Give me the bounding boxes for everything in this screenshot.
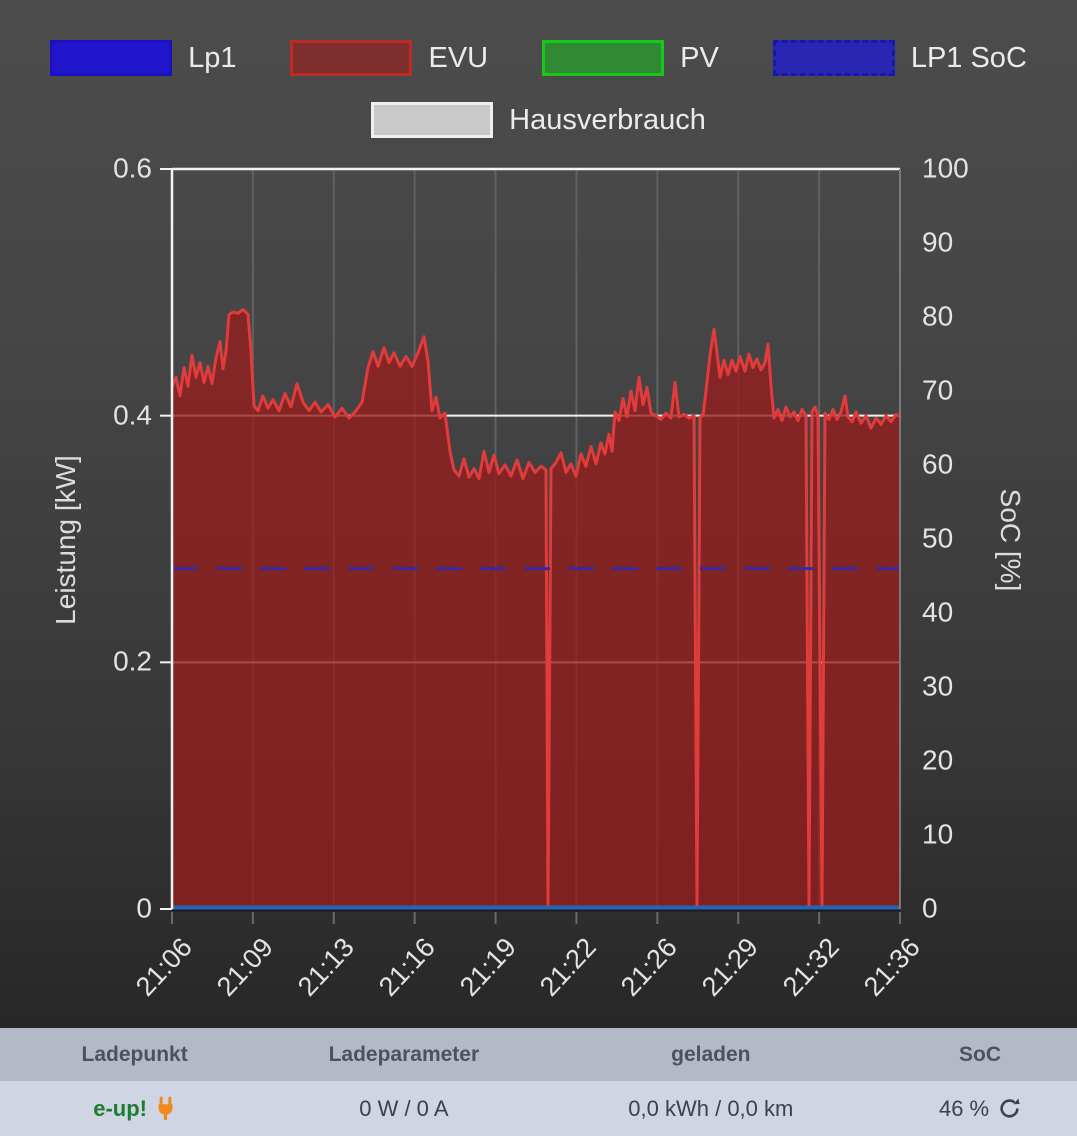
chart-panel: Lp1 EVU PV LP1 SoC Hausverbrauch Leistung […	[0, 0, 1077, 1028]
legend-item-lp1[interactable]: Lp1	[50, 40, 236, 76]
header-geladen: geladen	[671, 1042, 751, 1066]
refresh-soc-button[interactable]	[998, 1097, 1021, 1120]
legend-item-pv[interactable]: PV	[542, 40, 719, 76]
chart-legend-row-1: Lp1 EVU PV LP1 SoC	[0, 40, 1077, 76]
legend-label-hausverbrauch: Hausverbrauch	[509, 103, 706, 136]
header-soc: SoC	[959, 1042, 1002, 1066]
legend-item-lp1-soc[interactable]: LP1 SoC	[772, 40, 1027, 76]
chargepoint-name: e-up!	[93, 1095, 147, 1121]
power-soc-chart[interactable]	[0, 0, 1077, 1028]
legend-swatch-pv	[542, 40, 665, 76]
legend-swatch-hausverbrauch	[371, 102, 494, 138]
soc-value: 46 %	[938, 1095, 990, 1121]
legend-label-pv: PV	[680, 41, 719, 74]
chart-legend-row-2: Hausverbrauch	[0, 102, 1077, 138]
refresh-icon	[1000, 1098, 1020, 1118]
chargepoint-row: e-up! 0 W / 0 A 0,0 kWh / 0,0 km 46 %	[0, 1081, 1077, 1136]
legend-item-evu[interactable]: EVU	[290, 40, 488, 76]
chargepoint-name-cell[interactable]: e-up!	[0, 1096, 269, 1122]
chargepoint-table: Ladepunkt Ladeparameter geladen SoC e-up…	[0, 1028, 1077, 1136]
charged-amount: 0,0 kWh / 0,0 km	[628, 1095, 794, 1121]
charge-parameters: 0 W / 0 A	[359, 1095, 449, 1121]
legend-label-lp1: Lp1	[188, 41, 237, 74]
legend-label-evu: EVU	[428, 41, 489, 74]
legend-swatch-evu	[290, 40, 413, 76]
soc-cell: 46 %	[883, 1096, 1077, 1122]
header-ladepunkt: Ladepunkt	[81, 1042, 188, 1066]
legend-swatch-lp1	[50, 40, 173, 76]
table-header-row: Ladepunkt Ladeparameter geladen SoC	[0, 1028, 1077, 1081]
legend-item-hausverbrauch[interactable]: Hausverbrauch	[371, 102, 706, 138]
header-ladeparameter: Ladeparameter	[328, 1042, 480, 1066]
legend-swatch-lp1-soc	[772, 40, 895, 76]
plug-icon	[158, 1096, 173, 1120]
legend-label-lp1-soc: LP1 SoC	[910, 41, 1027, 74]
